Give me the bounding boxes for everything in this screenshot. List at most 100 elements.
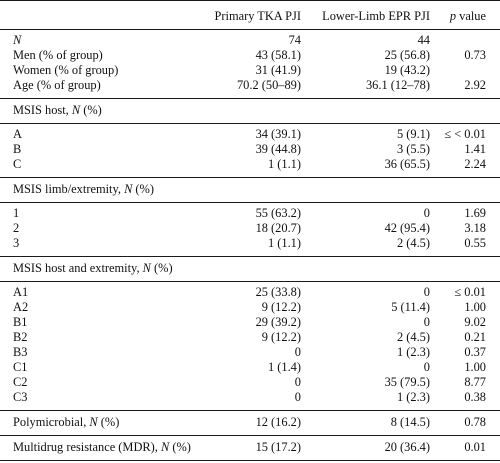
n-symbol: N — [142, 261, 151, 275]
row-label: Multidrug resistance (MDR), N (%) — [13, 440, 191, 455]
section-title-host-extremity: MSIS host and extremity, N (%) — [13, 261, 173, 276]
cell-p: 0.37 — [464, 345, 486, 359]
cell-primary: 0 — [294, 345, 301, 359]
table-row: 2 18 (20.7) 42 (95.4) 3.18 — [0, 221, 500, 236]
section-title-unit: (%) — [80, 103, 102, 117]
cell-p: 2.92 — [464, 78, 486, 92]
row-label: C2 — [13, 375, 28, 389]
cell-epr: 3 (5.5) — [396, 142, 430, 156]
section-title-limb: MSIS limb/extremity, N (%) — [13, 182, 154, 197]
cell-epr: 44 — [417, 33, 430, 47]
row-label: A — [13, 127, 22, 141]
section-rule — [0, 123, 500, 124]
row-label: C3 — [13, 390, 28, 404]
cell-epr: 5 (9.1) — [396, 127, 430, 141]
cell-epr: 0 — [423, 206, 430, 220]
row-label: Polymicrobial, N (%) — [13, 415, 119, 430]
section-rule — [0, 98, 500, 99]
table-row: Age (% of group) 70.2 (50–89) 36.1 (12–7… — [0, 78, 500, 93]
row-label: B2 — [13, 330, 28, 344]
cell-primary: 1 (1.4) — [267, 360, 301, 374]
section-title-text: MSIS host and extremity, — [13, 261, 143, 275]
section-rule — [0, 202, 500, 203]
cell-p: 0.78 — [464, 415, 486, 429]
cell-epr: 2 (4.5) — [396, 330, 430, 344]
table-row: B3 0 1 (2.3) 0.37 — [0, 345, 500, 360]
cell-primary: 9 (12.2) — [261, 300, 301, 314]
value-word: value — [456, 9, 486, 23]
table-row: C 1 (1.1) 36 (65.5) 2.24 — [0, 157, 500, 172]
row-label: 2 — [13, 221, 20, 235]
cell-epr: 36.1 (12–78) — [365, 78, 430, 92]
cell-epr: 19 (43.2) — [384, 63, 430, 77]
row-label-unit: (%) — [97, 415, 120, 429]
header-row: Primary TKA PJI Lower-Limb EPR PJI p val… — [0, 9, 500, 24]
section-title-unit: (%) — [132, 182, 154, 196]
cell-primary: 12 (16.2) — [255, 415, 301, 429]
cell-p: 1.41 — [464, 142, 486, 156]
row-label: A1 — [13, 285, 29, 299]
cell-p: 1.00 — [464, 360, 486, 374]
cell-epr: 1 (2.3) — [396, 390, 430, 404]
cell-p: ≤ < 0.01 — [444, 127, 486, 141]
cell-epr: 35 (79.5) — [384, 375, 430, 389]
table-row: B2 9 (12.2) 2 (4.5) 0.21 — [0, 330, 500, 345]
table-row: C3 0 1 (2.3) 0.38 — [0, 390, 500, 405]
section-title-host: MSIS host, N (%) — [13, 103, 102, 118]
section-rule — [0, 435, 500, 436]
cell-primary: 39 (44.8) — [255, 142, 301, 156]
cell-p: 0.21 — [464, 330, 486, 344]
header-epr: Lower-Limb EPR PJI — [322, 9, 430, 23]
n-symbol: N — [124, 182, 133, 196]
table-row: A2 9 (12.2) 5 (11.4) 1.00 — [0, 300, 500, 315]
cell-epr: 8 (14.5) — [390, 415, 430, 429]
table-row: C2 0 35 (79.5) 8.77 — [0, 375, 500, 390]
table-row: A 34 (39.1) 5 (9.1) ≤ < 0.01 — [0, 127, 500, 142]
n-symbol: N — [13, 33, 22, 47]
cell-p: 0.01 — [464, 440, 486, 454]
cell-primary: 74 — [288, 33, 301, 47]
table-row: N 74 44 — [0, 33, 500, 48]
row-label: C — [13, 157, 22, 171]
table-row: A1 25 (33.8) 0 ≤ 0.01 — [0, 285, 500, 300]
cell-epr: 25 (56.8) — [384, 48, 430, 62]
cell-primary: 55 (63.2) — [255, 206, 301, 220]
cell-primary: 15 (17.2) — [255, 440, 301, 454]
cell-primary: 25 (33.8) — [255, 285, 301, 299]
cell-epr: 1 (2.3) — [396, 345, 430, 359]
section-rule — [0, 177, 500, 178]
row-label-text: Polymicrobial, — [13, 415, 90, 429]
p-symbol: p — [449, 9, 457, 23]
cell-epr: 0 — [423, 285, 430, 299]
section-title-unit: (%) — [150, 261, 173, 275]
table-row: C1 1 (1.4) 0 1.00 — [0, 360, 500, 375]
cell-epr: 5 (11.4) — [391, 300, 430, 314]
section-title-text: MSIS host, — [13, 103, 72, 117]
section-rule — [0, 410, 500, 411]
cell-primary: 1 (1.1) — [267, 157, 301, 171]
n-symbol: N — [160, 440, 170, 454]
cell-p: ≤ 0.01 — [454, 285, 486, 299]
row-label: Women (% of group) — [13, 63, 119, 77]
row-label: A2 — [13, 300, 29, 314]
cell-primary: 31 (41.9) — [255, 63, 301, 77]
table-row: Women (% of group) 31 (41.9) 19 (43.2) — [0, 63, 500, 78]
cell-epr: 36 (65.5) — [384, 157, 430, 171]
header-rule — [0, 29, 500, 30]
row-label: N — [13, 33, 21, 48]
section-title-text: MSIS limb/extremity, — [13, 182, 125, 196]
section-rule — [0, 281, 500, 282]
n-symbol: N — [71, 103, 81, 117]
top-rule — [0, 0, 500, 1]
row-label: 1 — [13, 206, 20, 220]
table-row: B 39 (44.8) 3 (5.5) 1.41 — [0, 142, 500, 157]
cell-epr: 0 — [423, 315, 430, 329]
cell-primary: 0 — [294, 390, 301, 404]
cell-p: 0.55 — [464, 236, 486, 250]
row-label: Men (% of group) — [13, 48, 103, 62]
cell-epr: 20 (36.4) — [384, 440, 430, 454]
cell-p: 8.77 — [464, 375, 486, 389]
section-rule — [0, 256, 500, 257]
table-row-polymicrobial: Polymicrobial, N (%) 12 (16.2) 8 (14.5) … — [0, 415, 500, 430]
